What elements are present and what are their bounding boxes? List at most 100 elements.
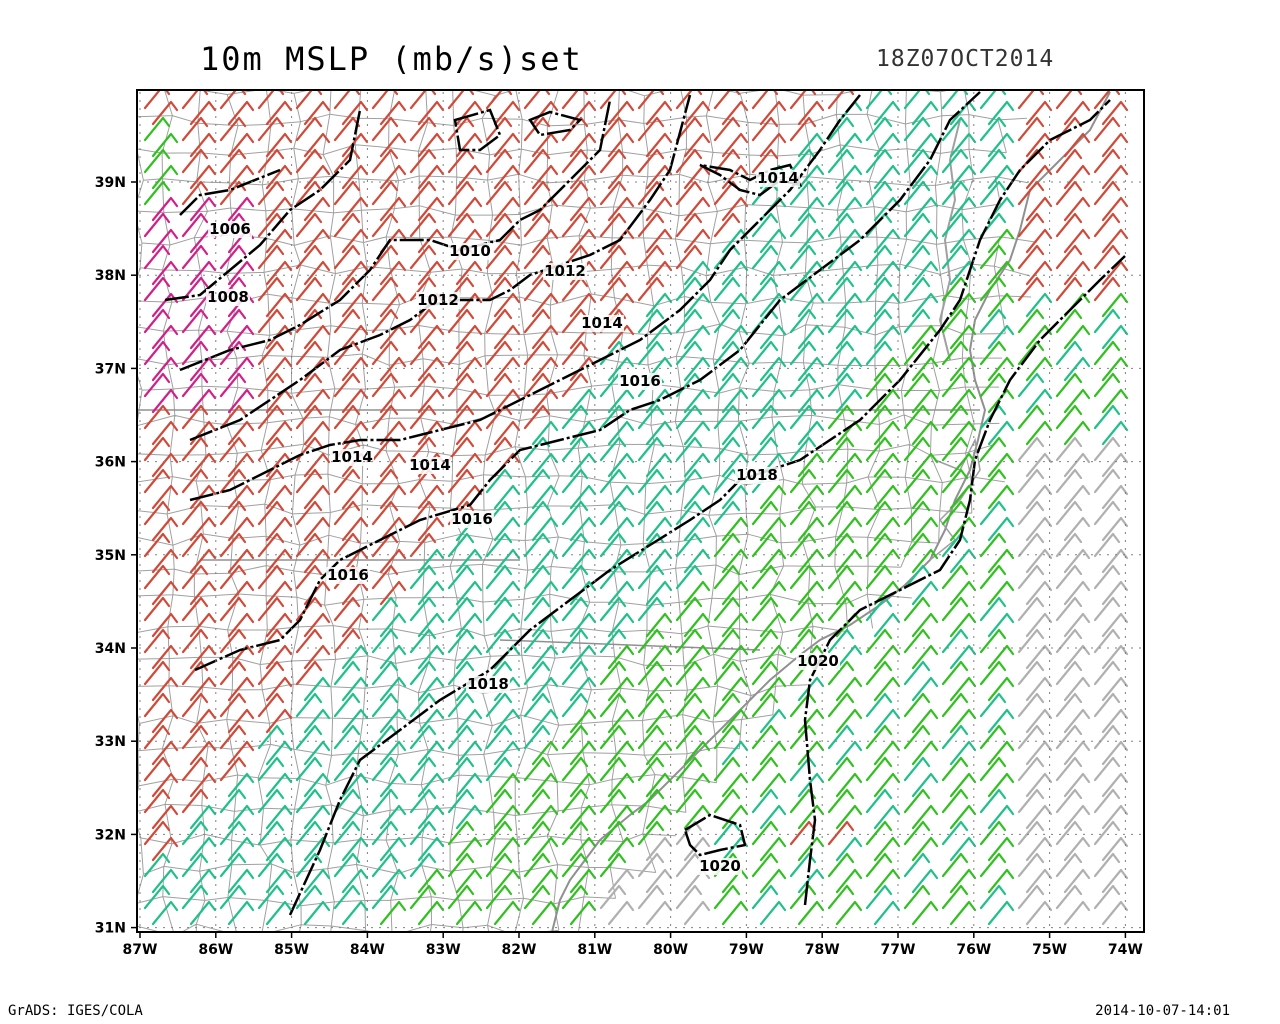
wind-barb xyxy=(835,740,863,766)
wind-barb xyxy=(569,900,597,926)
isobar-1018 xyxy=(288,99,1111,916)
wind-barb xyxy=(181,596,209,622)
wind-barb xyxy=(599,276,627,302)
wind-barb xyxy=(911,260,939,286)
wind-barb xyxy=(1063,740,1091,766)
wind-barb xyxy=(341,388,369,414)
wind-barb xyxy=(903,788,931,814)
wind-barb xyxy=(789,436,817,462)
wind-barb xyxy=(341,196,369,222)
wind-barb xyxy=(1101,516,1129,542)
wind-barb xyxy=(1055,90,1083,110)
wind-barb xyxy=(417,644,445,670)
wind-barb xyxy=(561,532,589,558)
isobar-label: 1018 xyxy=(467,675,509,693)
wind-barb xyxy=(759,644,787,670)
wind-barb xyxy=(493,164,521,190)
wind-barb xyxy=(341,612,369,638)
wind-barb xyxy=(371,500,399,526)
wind-barb xyxy=(561,276,589,302)
wind-barb xyxy=(645,548,673,574)
wind-barb xyxy=(219,116,247,142)
wind-barb xyxy=(599,692,627,718)
wind-barb xyxy=(303,676,331,702)
wind-barb xyxy=(523,596,551,622)
wind-barb xyxy=(1093,564,1121,590)
wind-barb xyxy=(189,868,217,894)
lat-tick-label: 38N xyxy=(95,268,126,284)
wind-barb xyxy=(1063,260,1091,286)
wind-barb xyxy=(987,580,1015,606)
wind-barb xyxy=(599,532,627,558)
wind-barb xyxy=(485,820,513,846)
wind-barb xyxy=(675,244,703,270)
wind-barb xyxy=(333,532,361,558)
wind-barb xyxy=(645,708,673,734)
wind-barb xyxy=(227,740,255,766)
wind-barb xyxy=(569,132,597,158)
wind-barb xyxy=(189,740,217,766)
wind-barb xyxy=(789,244,817,270)
wind-barb xyxy=(151,196,179,222)
wind-barb xyxy=(1101,740,1129,766)
wind-barb xyxy=(341,516,369,542)
wind-barb xyxy=(379,612,407,638)
wind-barb xyxy=(675,788,703,814)
wind-barb xyxy=(675,468,703,494)
wind-barb xyxy=(835,228,863,254)
wind-barb xyxy=(1101,132,1129,158)
wind-barb xyxy=(493,804,521,830)
wind-barb xyxy=(1055,820,1083,846)
wind-barb xyxy=(417,132,445,158)
wind-barb xyxy=(257,820,285,846)
wind-barb xyxy=(485,90,513,110)
wind-barb xyxy=(827,596,855,622)
wind-barb xyxy=(485,212,513,238)
wind-barb xyxy=(189,356,217,382)
wind-barb xyxy=(911,836,939,862)
wind-barb xyxy=(219,148,247,174)
wind-barb xyxy=(1055,372,1083,398)
wind-barb xyxy=(143,724,171,750)
wind-barb xyxy=(303,900,331,926)
wind-barb xyxy=(683,772,711,798)
wind-barb xyxy=(941,884,969,910)
wind-barb xyxy=(751,756,779,782)
wind-barb xyxy=(181,404,209,430)
wind-barb xyxy=(333,244,361,270)
wind-barb xyxy=(417,388,445,414)
wind-barb xyxy=(341,900,369,926)
wind-barb xyxy=(827,404,855,430)
wind-barb xyxy=(447,692,475,718)
wind-barb xyxy=(531,356,559,382)
isobar-1008 xyxy=(164,109,362,302)
wind-barb xyxy=(219,90,247,110)
wind-barb xyxy=(219,244,247,270)
wind-barb xyxy=(637,404,665,430)
wind-barb xyxy=(265,484,293,510)
wind-barb xyxy=(189,196,217,222)
wind-barb xyxy=(675,500,703,526)
wind-barb xyxy=(295,340,323,366)
wind-barb xyxy=(713,308,741,334)
wind-barb xyxy=(797,900,825,926)
wind-barb xyxy=(1093,276,1121,302)
wind-barb xyxy=(143,500,171,526)
isobar-label: 1014 xyxy=(757,169,799,187)
wind-barb xyxy=(903,212,931,238)
wind-barb xyxy=(979,564,1007,590)
wind-barb xyxy=(409,884,437,910)
wind-barb xyxy=(979,532,1007,558)
wind-barb xyxy=(637,724,665,750)
wind-barb xyxy=(865,660,893,686)
lat-tick-label: 32N xyxy=(95,827,126,843)
isobar-label: 1014 xyxy=(331,448,373,466)
wind-barb xyxy=(447,372,475,398)
wind-barb xyxy=(569,516,597,542)
wind-barb xyxy=(151,612,179,638)
wind-barb xyxy=(143,404,171,430)
wind-barb xyxy=(1017,276,1045,302)
wind-barb xyxy=(1093,404,1121,430)
wind-barb xyxy=(827,372,855,398)
wind-barb xyxy=(189,452,217,478)
